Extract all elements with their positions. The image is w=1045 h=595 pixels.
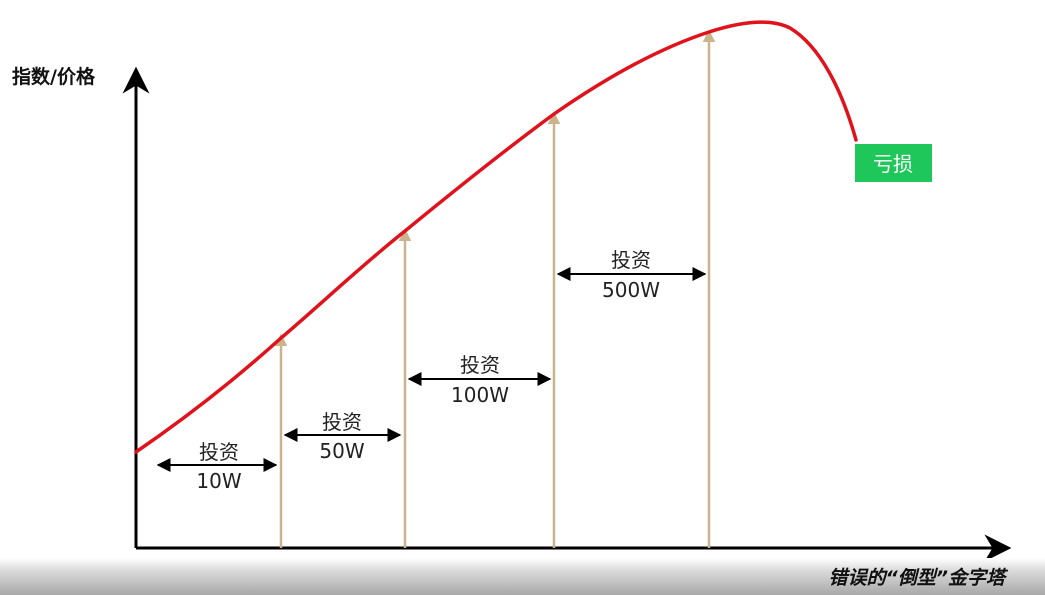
segment-label-line2: 500W [602, 278, 660, 302]
segment-label-line1: 投资 [611, 248, 651, 272]
segment-label-line1: 投资 [322, 410, 362, 434]
segment-label-line2: 100W [451, 383, 509, 407]
loss-label: 亏损 [873, 152, 913, 176]
segment-label-line2: 50W [319, 439, 364, 463]
price-curve [134, 20, 858, 454]
segment-label-line1: 投资 [460, 353, 500, 377]
caption-bar [0, 558, 1045, 595]
y-axis-label: 指数/价格 [12, 65, 96, 88]
segment-label-line2: 10W [196, 469, 241, 493]
diagram-caption: 错误的“倒型”金字塔 [828, 567, 1005, 589]
segment-label-line1: 投资 [199, 440, 239, 464]
loss-badge [855, 144, 932, 182]
